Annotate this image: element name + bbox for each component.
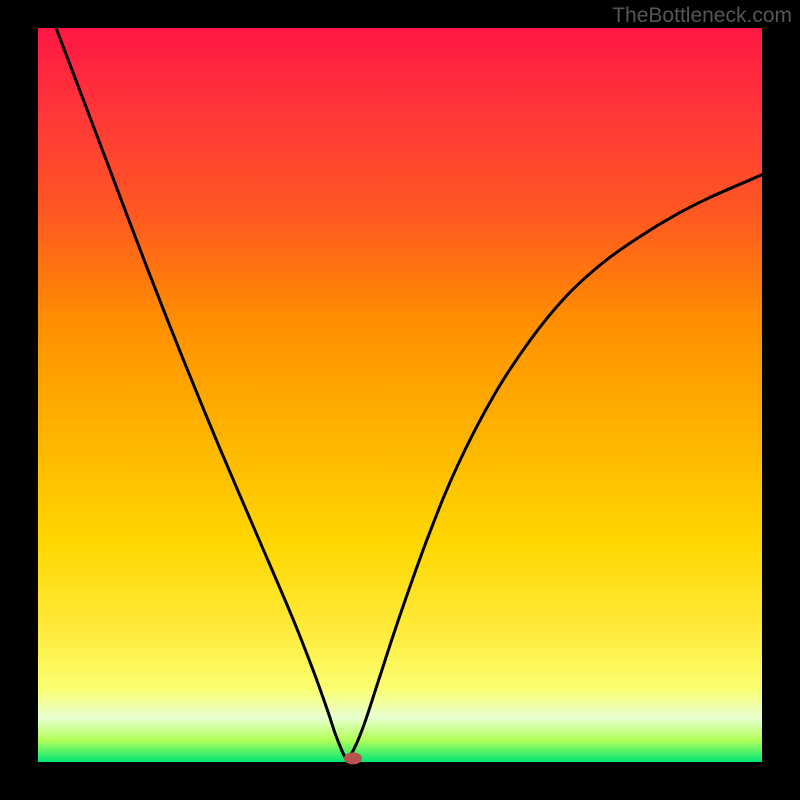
watermark-text: TheBottleneck.com [612, 4, 792, 28]
chart-svg [0, 0, 800, 800]
bottleneck-chart: TheBottleneck.com [0, 0, 800, 800]
